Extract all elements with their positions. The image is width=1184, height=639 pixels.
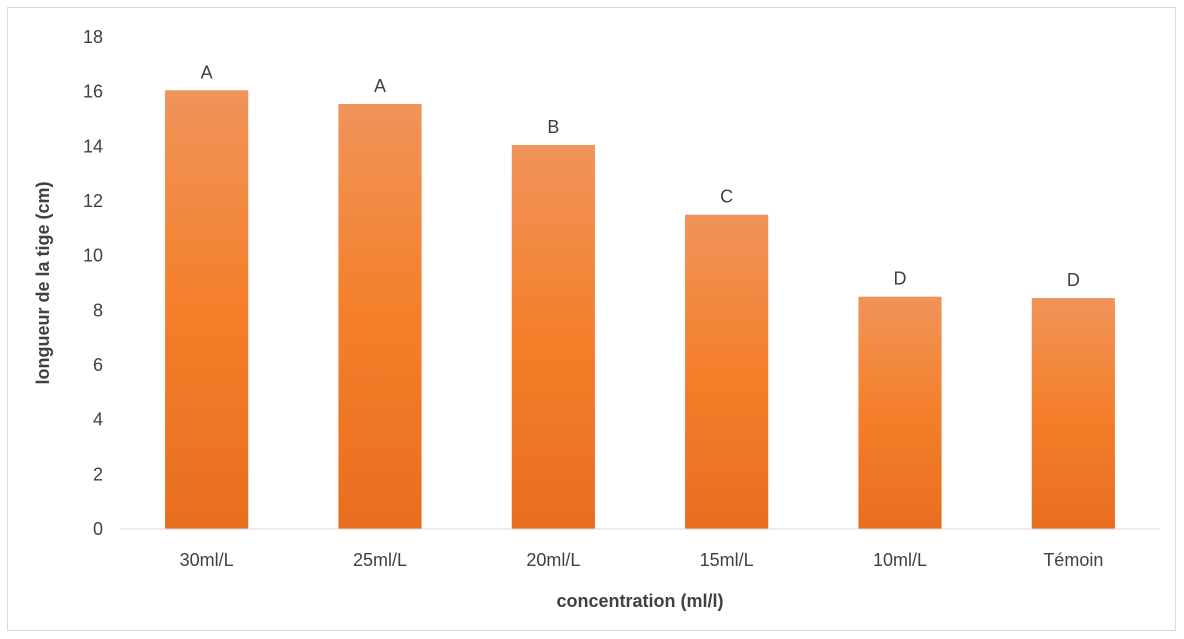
bar	[338, 103, 422, 529]
y-axis-title: longueur de la tige (cm)	[33, 181, 53, 384]
x-tick-label: 30ml/L	[180, 550, 234, 570]
y-tick-label: 8	[93, 300, 103, 320]
bar	[511, 144, 595, 529]
x-tick-label: 15ml/L	[700, 550, 754, 570]
bar-data-label: A	[374, 76, 386, 96]
bar-data-label: A	[201, 62, 213, 82]
bar-data-label: D	[1067, 270, 1080, 290]
x-tick-label: 20ml/L	[526, 550, 580, 570]
bar	[1031, 298, 1115, 529]
y-tick-label: 12	[83, 191, 103, 211]
bar	[858, 296, 942, 529]
y-tick-label: 2	[93, 464, 103, 484]
y-tick-label: 18	[83, 27, 103, 47]
bar	[685, 214, 769, 529]
y-tick-label: 0	[93, 519, 103, 539]
y-tick-label: 16	[83, 82, 103, 102]
y-tick-label: 10	[83, 246, 103, 266]
bar-data-label: B	[547, 117, 559, 137]
y-tick-label: 4	[93, 410, 103, 430]
bar-data-label: C	[720, 187, 733, 207]
x-axis-ticks: 30ml/L 25ml/L 20ml/L 15ml/L 10ml/L Témoin	[180, 550, 1104, 570]
y-tick-label: 6	[93, 355, 103, 375]
x-axis-title: concentration (ml/l)	[556, 591, 723, 611]
x-tick-label: 25ml/L	[353, 550, 407, 570]
y-tick-label: 14	[83, 136, 103, 156]
y-axis-ticks: 0 2 4 6 8 10 12 14 16 18	[83, 27, 103, 539]
bar	[165, 90, 249, 530]
x-tick-label: Témoin	[1043, 550, 1103, 570]
bar-data-label: D	[894, 269, 907, 289]
data-labels-group: A A B C D D	[201, 62, 1080, 290]
x-tick-label: 10ml/L	[873, 550, 927, 570]
bars-group	[165, 90, 1115, 530]
